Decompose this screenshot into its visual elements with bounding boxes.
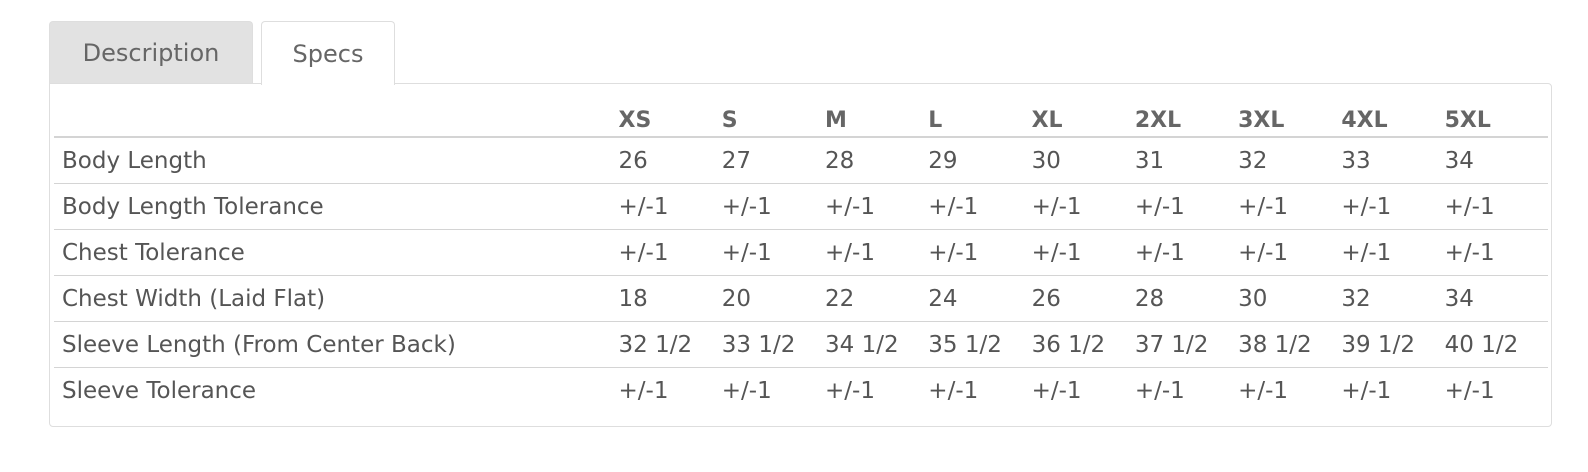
spec-value: +/-1 [1341,229,1445,276]
spec-value: 27 [721,147,752,174]
spec-value: +/-1 [1444,367,1548,413]
spec-value: +/-1 [1444,183,1548,230]
size-header: XL [1031,104,1135,138]
spec-value: +/-1 [928,367,1032,413]
spec-value: 22 [825,275,929,322]
spec-value: 38 1/2 [1238,321,1342,368]
spec-value: 28 [1134,275,1239,322]
spec-value: 40 1/2 [1444,321,1548,368]
header-label-cell [54,104,619,138]
spec-value: +/-1 [618,367,722,413]
spec-value: 36 1/2 [1031,321,1135,368]
spec-label: Body Length Tolerance [54,183,619,230]
spec-value: 34 [1444,275,1548,322]
spec-value: 30 [1238,275,1342,322]
spec-value: +/-1 [1134,183,1239,230]
spec-value: 24 [928,275,1032,322]
spec-value: +/-1 [825,367,929,413]
size-header: 2XL [1134,104,1239,138]
size-header: M [825,104,929,138]
spec-value: 28 [825,147,855,174]
spec-value: 29 [928,147,958,174]
spec-value: +/-1 [1238,229,1342,276]
table-row: Sleeve Tolerance +/-1 +/-1 +/-1 +/-1 +/-1 +/-1… [54,367,1548,413]
spec-value: +/-1 [1031,367,1135,413]
spec-value: +/-1 [1031,183,1135,230]
table-row: Sleeve Length (From Center Back) 32 1/2 33… [54,321,1548,368]
table-row: Body Length Tolerance +/-1 +/-1 +/-1 +/-1 +/-… [54,183,1548,230]
size-header: 5XL [1444,104,1548,138]
spec-label: Chest Tolerance [54,229,619,276]
spec-value: 30 [1031,147,1061,174]
spec-value: +/-1 [928,183,1032,230]
spec-value: 34 1/2 [825,321,929,368]
spec-value: 31 [1134,147,1165,174]
spec-value: +/-1 [618,183,722,230]
spec-value: +/-1 [1341,183,1445,230]
spec-value: +/-1 [721,229,826,276]
tab-description[interactable]: Description [49,21,253,84]
spec-value: +/-1 [1341,367,1445,413]
spec-value: 18 [618,275,722,322]
size-header: L [928,104,1032,138]
spec-value: 26 [618,147,648,174]
spec-value: 39 1/2 [1341,321,1445,368]
spec-value: 33 1/2 [721,321,826,368]
spec-value: +/-1 [721,367,826,413]
spec-value: +/-1 [825,229,929,276]
spec-value: 26 [1031,275,1135,322]
spec-value: +/-1 [1031,229,1135,276]
spec-label: Sleeve Length (From Center Back) [54,321,619,368]
tab-bar: Description Specs [49,21,395,85]
spec-label: Chest Width (Laid Flat) [54,275,619,322]
spec-label: Sleeve Tolerance [54,367,619,413]
size-header: 4XL [1341,104,1445,138]
spec-value: 34 [1444,147,1474,174]
spec-value: 32 1/2 [618,321,722,368]
tab-specs[interactable]: Specs [261,21,395,85]
table-row: Chest Tolerance +/-1 +/-1 +/-1 +/-1 +/-1 +/-1 +… [54,229,1548,276]
table-row: Body Length 26 27 28 29 30 31 32 33 34 [54,137,1548,184]
spec-value: +/-1 [825,183,929,230]
spec-value: 37 1/2 [1134,321,1239,368]
spec-value: +/-1 [1238,367,1342,413]
spec-value: 32 [1341,275,1445,322]
spec-label: Body Length [62,147,207,174]
size-chart-table: XS S M L XL 2XL 3XL 4XL 5XL Body Length 2… [54,104,1548,413]
spec-value: +/-1 [721,183,826,230]
table-header-row: XS S M L XL 2XL 3XL 4XL 5XL [54,104,1548,138]
spec-value: 35 1/2 [928,321,1032,368]
size-header: XS [618,104,722,138]
spec-value: 32 [1238,147,1268,174]
spec-value: +/-1 [618,229,722,276]
spec-value: +/-1 [1444,229,1548,276]
size-header: S [721,104,826,138]
spec-value: 20 [721,275,826,322]
spec-value: +/-1 [1134,367,1239,413]
spec-value: +/-1 [1238,183,1342,230]
specs-panel: XS S M L XL 2XL 3XL 4XL 5XL Body Length 2… [49,83,1552,427]
spec-value: +/-1 [928,229,1032,276]
table-row: Chest Width (Laid Flat) 18 20 22 24 26 28 30 32 3… [54,275,1548,322]
spec-value: 33 [1341,147,1371,174]
spec-value: +/-1 [1134,229,1239,276]
size-header: 3XL [1238,104,1342,138]
